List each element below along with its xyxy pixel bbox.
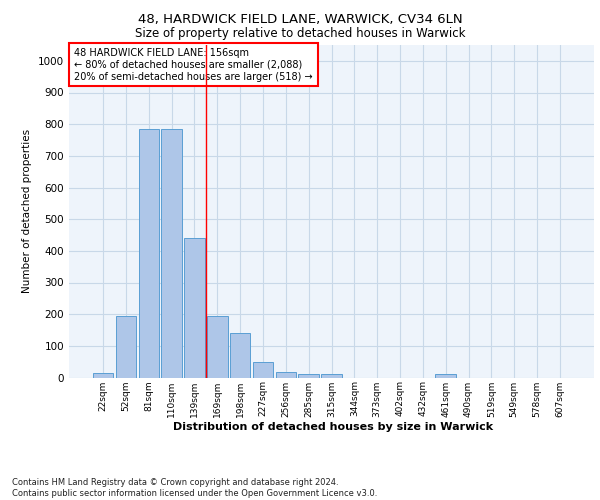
Text: 48 HARDWICK FIELD LANE: 156sqm
← 80% of detached houses are smaller (2,088)
20% : 48 HARDWICK FIELD LANE: 156sqm ← 80% of … bbox=[74, 48, 313, 82]
Bar bbox=[436, 374, 456, 378]
Bar bbox=[184, 238, 205, 378]
Bar bbox=[253, 362, 273, 378]
Bar bbox=[275, 372, 296, 378]
Text: 48, HARDWICK FIELD LANE, WARWICK, CV34 6LN: 48, HARDWICK FIELD LANE, WARWICK, CV34 6… bbox=[137, 12, 463, 26]
Bar bbox=[93, 373, 113, 378]
Bar bbox=[230, 333, 250, 378]
Bar bbox=[116, 316, 136, 378]
Text: Contains HM Land Registry data © Crown copyright and database right 2024.
Contai: Contains HM Land Registry data © Crown c… bbox=[12, 478, 377, 498]
Y-axis label: Number of detached properties: Number of detached properties bbox=[22, 129, 32, 294]
Bar bbox=[298, 374, 319, 378]
Bar bbox=[139, 129, 159, 378]
Bar bbox=[207, 316, 227, 378]
Bar bbox=[161, 129, 182, 378]
Bar bbox=[321, 374, 342, 378]
Text: Distribution of detached houses by size in Warwick: Distribution of detached houses by size … bbox=[173, 422, 493, 432]
Text: Size of property relative to detached houses in Warwick: Size of property relative to detached ho… bbox=[135, 28, 465, 40]
